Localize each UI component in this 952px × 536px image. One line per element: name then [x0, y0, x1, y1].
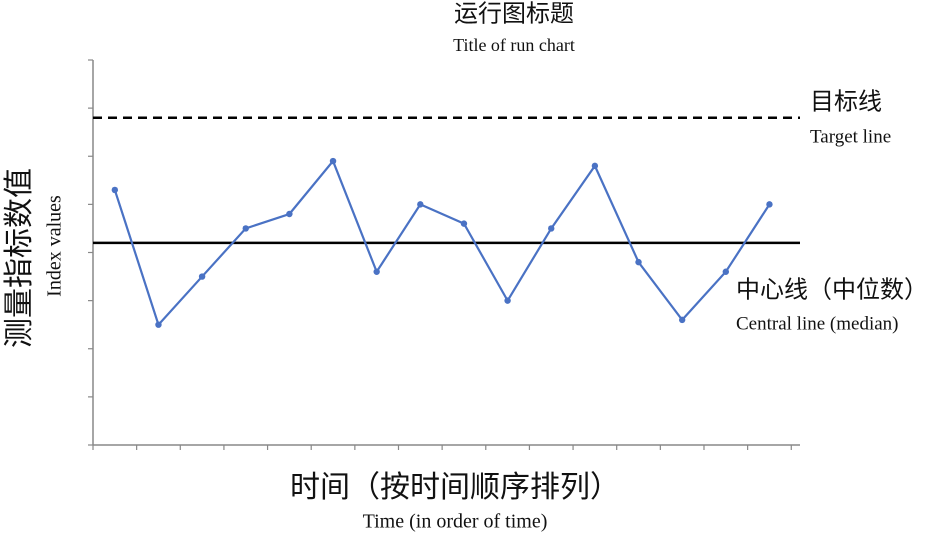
data-point — [111, 186, 119, 194]
x-axis-label: 时间（按时间顺序排列） — [290, 471, 620, 504]
y-axis-label: 测量指标数值 — [3, 168, 36, 348]
reference-label: 中心线（中位数） — [736, 277, 928, 304]
data-point — [242, 225, 249, 232]
data-point — [286, 210, 293, 218]
reference-label: 目标线 — [810, 89, 882, 116]
reference-label-en: Target line — [810, 126, 891, 147]
x-axis-label-en: Time (in order of time) — [363, 511, 548, 533]
reference-label-en: Central line (median) — [736, 313, 899, 334]
chart-subtitle: Title of run chart — [453, 35, 575, 55]
data-point — [460, 220, 468, 227]
series-line — [113, 158, 771, 327]
data-point — [766, 201, 773, 208]
chart-title: 运行图标题 — [454, 1, 574, 28]
data-point — [548, 225, 555, 232]
data-point — [591, 162, 599, 170]
data-point — [198, 273, 206, 280]
data-point — [504, 297, 511, 304]
y-axis-label-en: Index values — [44, 195, 66, 297]
data-point — [722, 268, 730, 275]
data-point — [635, 258, 642, 266]
data-point — [329, 157, 337, 165]
data-point — [678, 316, 686, 324]
data-point — [155, 321, 162, 328]
data-point — [373, 268, 380, 275]
data-point — [417, 201, 424, 208]
